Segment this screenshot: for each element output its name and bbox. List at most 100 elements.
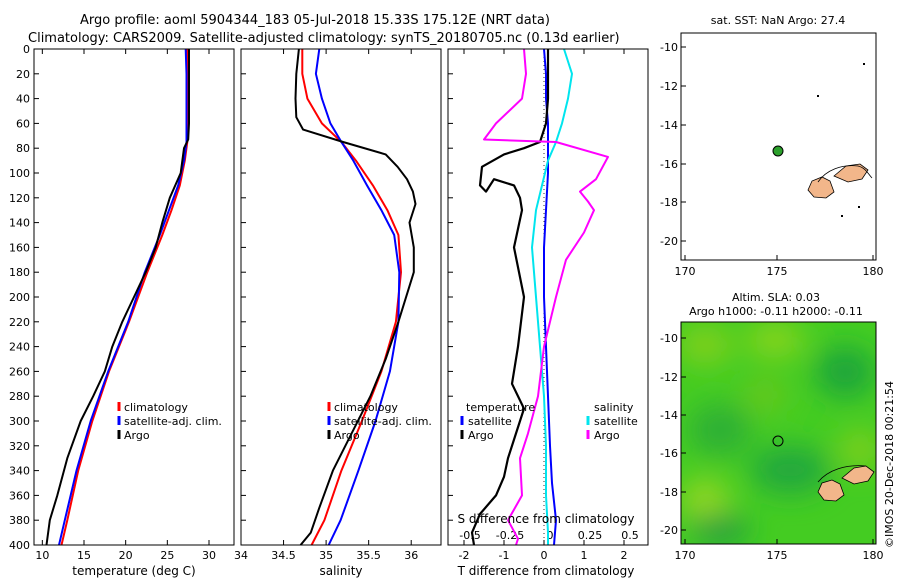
legend-heading-temperature: temperature [466,401,535,414]
y-tick-label: 60 [16,117,30,130]
land-vanualevu [841,465,875,485]
difference-axes-frame [447,48,649,546]
y-tick-label: 400 [9,539,30,552]
map-y-tick-label: -14 [660,119,678,132]
y-tick-label: 140 [9,217,30,230]
sla-map-title2: Argo h1000: -0.11 h2000: -0.11 [689,305,863,318]
salinity-series [294,48,417,546]
difference-xlabel2: S difference from climatology [458,512,635,526]
salinity-xlabel: salinity [319,564,362,578]
legend-label-s-argo: Argo [594,429,620,442]
map-y-tick-label: -12 [660,80,678,93]
y-tick-label: 200 [9,291,30,304]
argo-location-marker [772,435,784,447]
y-tick-label: 260 [9,365,30,378]
y-tick-label: 380 [9,514,30,527]
map-y-tick-label: -10 [660,41,678,54]
x-tick-label: 15 [77,549,91,562]
y-tick-label: 20 [16,68,30,81]
x2-tick-label: 0 [547,529,554,542]
map-x-tick-label: 175 [767,549,788,562]
difference-series [470,48,609,546]
y-tick-label: 360 [9,489,30,502]
legend-heading-salinity: salinity [594,401,634,414]
title-line2: Climatology: CARS2009. Satellite-adjuste… [28,31,620,46]
salinity-panel: 34 34.5 35 35.5 36 climatology satellite-adj… [234,48,442,578]
island-dot [863,63,865,65]
series-argo [45,49,190,546]
x-tick-label: 35 [319,549,333,562]
x-tick-label: 20 [119,549,133,562]
salinity-ticks: 34 34.5 35 35.5 36 [234,48,418,562]
x-tick-label: 0 [541,549,548,562]
reef-outline [817,465,867,483]
credit-text: ©IMOS 20-Dec-2018 00:21:54 [883,381,896,548]
y-tick-label: 220 [9,316,30,329]
y-tick-label: 120 [9,192,30,205]
temperature-axes-frame [33,48,235,546]
y-tick-label: 280 [9,390,30,403]
island-dot [841,215,843,217]
y-tick-label: 320 [9,440,30,453]
map-x-tick-label: 170 [675,549,696,562]
legend-label-satellite-adj: satellite-adj. clim. [334,415,432,428]
temperature-panel: 10 15 20 25 30020406080100120140160180200220… [9,43,235,578]
series-argo [294,48,417,546]
x-tick-label: 34 [234,549,248,562]
map-y-tick-label: -10 [660,332,678,345]
y-tick-label: 160 [9,241,30,254]
map-x-tick-label: 180 [863,265,884,278]
map-y-tick-label: -18 [660,196,678,209]
x-tick-label: 10 [35,549,49,562]
legend-label-climatology: climatology [124,401,188,414]
reef-outline [817,165,873,183]
sla-map: Altim. SLA: 0.03 Argo h1000: -0.11 h2000… [660,291,883,562]
y-tick-label: 100 [9,167,30,180]
x-tick-label: 2 [621,549,628,562]
legend-label-satellite-adj: satellite-adj. clim. [124,415,222,428]
temperature-series [45,48,190,546]
sla-map-title1: Altim. SLA: 0.03 [732,291,820,304]
temperature-legend: climatology satellite-adj. clim. Argo [117,401,222,442]
series-salinity-argo [483,48,609,546]
y-tick-label: 80 [16,142,30,155]
difference-panel: -2 -1 0 1 2 -0.5 -0.25 0 0.25 0.5 temperature sat… [447,48,649,578]
x2-tick-label: -0.5 [459,529,480,542]
legend-label-argo: Argo [334,429,360,442]
island-dot [817,95,819,97]
title-line1: Argo profile: aoml 5904344_183 05-Jul-20… [80,13,550,28]
x2-tick-label: 0.25 [578,529,603,542]
difference-xlabel: T difference from climatology [457,564,635,578]
y-tick-label: 240 [9,341,30,354]
map-y-tick-label: -14 [660,409,678,422]
sla-field [681,322,876,544]
x-tick-label: 25 [160,549,174,562]
y-tick-label: 40 [16,93,30,106]
y-tick-label: 300 [9,415,30,428]
x2-tick-label: -0.25 [496,529,524,542]
sst-map: sat. SST: NaN Argo: 27.4 170 175 180 -10 -12… [660,14,883,278]
temperature-ticks: 10 15 20 25 30020406080100120140160180200220… [9,43,216,562]
map-y-tick-label: -12 [660,371,678,384]
x-tick-label: 36 [404,549,418,562]
sla-map-frame [680,321,877,545]
map-x-tick-label: 170 [675,265,696,278]
y-tick-label: 0 [23,43,30,56]
series-satellite-adj-clim [314,48,401,546]
map-x-tick-label: 180 [863,549,884,562]
temperature-xlabel: temperature (deg C) [72,564,195,578]
land-vitilevu [817,479,845,502]
x-tick-label: 34.5 [271,549,296,562]
y-tick-label: 340 [9,465,30,478]
x2-tick-label: 0.5 [621,529,639,542]
map-y-tick-label: -16 [660,158,678,171]
series-temperature-argo [470,49,550,546]
sst-map-ticks: 170 175 180 -10 -12 -14 -16 -18 -20 [660,41,883,278]
map-y-tick-label: -20 [660,235,678,248]
series-climatology [60,49,190,546]
legend-label-s-satellite: satellite [594,415,638,428]
salinity-legend: climatology satellite-adj. clim. Argo [327,401,432,442]
x-tick-label: 35.5 [356,549,381,562]
legend-label-climatology: climatology [334,401,398,414]
